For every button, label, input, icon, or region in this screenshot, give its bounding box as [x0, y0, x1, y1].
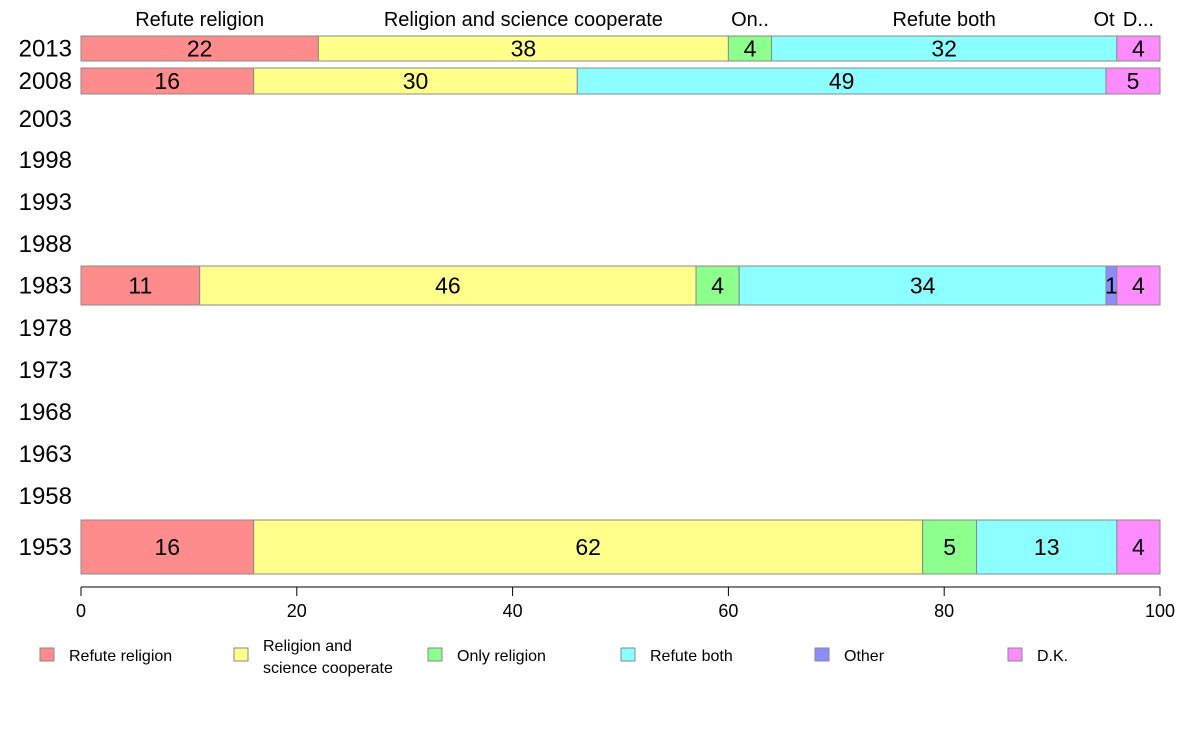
- data-label-1953-5: 4: [1132, 534, 1145, 560]
- x-tick-label-40: 40: [503, 601, 523, 621]
- data-label-1953-3: 13: [1034, 534, 1060, 560]
- data-label-2008-3: 49: [829, 68, 855, 94]
- bar-segment-2008-3: [576, 67, 1107, 95]
- bar-segment-1983-5: [1116, 265, 1161, 306]
- data-label-1953-0: 16: [155, 534, 181, 560]
- data-label-1983-0: 11: [128, 273, 152, 299]
- data-label-1983-2: 4: [711, 273, 724, 299]
- data-label-2008-1: 30: [403, 68, 429, 94]
- x-axis: 0 20 40 60 80 100: [76, 586, 1175, 621]
- bar-segment-1953-3: [976, 519, 1118, 575]
- data-label-2013-5: 4: [1132, 36, 1145, 62]
- legend-label-3: Refute both: [650, 648, 733, 665]
- legend-swatch-2: [427, 647, 443, 662]
- bar-segment-1983-0: [80, 265, 201, 306]
- data-label-2013-3: 32: [931, 36, 957, 62]
- legend-label-1-line-1: science cooperate: [263, 660, 393, 677]
- year-label-1953: 1953: [19, 534, 72, 561]
- data-label-2008-5: 5: [1127, 68, 1140, 94]
- data-label-2013-2: 4: [744, 36, 757, 62]
- year-label-1963: 1963: [19, 441, 72, 468]
- bar-segment-2008-1: [253, 67, 578, 95]
- legend-swatch-5: [1007, 647, 1023, 662]
- data-label-1983-3: 34: [910, 273, 936, 299]
- year-label-2008: 2008: [19, 68, 72, 95]
- x-tick-label-80: 80: [934, 601, 954, 621]
- legend-swatch-1: [233, 647, 249, 662]
- bars-layer: 22 38 4 32 416 30 49 511 46 4 34 1 416 62 5 13 4: [80, 35, 1161, 575]
- bar-segment-2008-5: [1105, 67, 1161, 95]
- legend-swatch-4: [814, 647, 830, 662]
- year-label-1988: 1988: [19, 231, 72, 258]
- legend-label-1-line-0: Religion and: [263, 638, 352, 655]
- year-label-2013: 2013: [19, 36, 72, 63]
- bar-segment-2013-0: [80, 35, 319, 62]
- top-category-labels: Refute religion Religion and science coop…: [135, 9, 1154, 31]
- x-tick-label-100: 100: [1145, 601, 1175, 621]
- bar-segment-1983-2: [695, 265, 740, 306]
- data-label-2013-0: 22: [187, 36, 213, 62]
- x-tick-label-0: 0: [76, 601, 86, 621]
- x-tick-label-60: 60: [718, 601, 738, 621]
- data-label-1983-1: 46: [435, 273, 461, 299]
- data-label-1983-5: 4: [1132, 273, 1145, 299]
- bar-segment-2013-5: [1116, 35, 1161, 62]
- bar-segment-2008-0: [80, 67, 255, 95]
- data-label-1953-1: 62: [575, 534, 601, 560]
- year-label-1958: 1958: [19, 483, 72, 510]
- year-label-1968: 1968: [19, 399, 72, 426]
- top-label-4: Ot: [1093, 9, 1115, 31]
- year-label-1978: 1978: [19, 315, 72, 342]
- x-tick-label-20: 20: [287, 601, 307, 621]
- legend: Refute religion Religion and science coope…: [39, 638, 1068, 677]
- top-label-0: Refute religion: [135, 9, 264, 31]
- legend-label-4: Other: [844, 648, 885, 665]
- year-label-1973: 1973: [19, 357, 72, 384]
- legend-swatch-3: [620, 647, 636, 662]
- data-label-2013-1: 38: [511, 36, 537, 62]
- legend-label-0: Refute religion: [69, 648, 172, 665]
- legend-label-5: D.K.: [1037, 648, 1068, 665]
- top-label-5: D...: [1123, 9, 1154, 31]
- year-label-2003: 2003: [19, 106, 72, 133]
- year-label-1998: 1998: [19, 147, 72, 174]
- y-axis: 2013 2008 2003 1998 1993 1988 1983 1978 1973 1968…: [19, 36, 72, 562]
- data-label-2008-0: 16: [155, 68, 181, 94]
- year-label-1983: 1983: [19, 273, 72, 300]
- top-label-2: On..: [731, 9, 769, 31]
- bar-segment-1983-3: [738, 265, 1107, 306]
- legend-label-2: Only religion: [457, 648, 546, 665]
- bar-segment-1953-5: [1116, 519, 1161, 575]
- bar-segment-2013-1: [317, 35, 729, 62]
- data-label-1983-4: 1: [1105, 273, 1118, 299]
- legend-swatch-0: [39, 647, 55, 662]
- top-label-3: Refute both: [892, 9, 995, 31]
- bar-segment-1953-0: [80, 519, 255, 575]
- year-label-1993: 1993: [19, 189, 72, 216]
- bar-segment-2013-2: [727, 35, 773, 62]
- data-label-1953-2: 5: [943, 534, 956, 560]
- top-label-1: Religion and science cooperate: [384, 9, 663, 31]
